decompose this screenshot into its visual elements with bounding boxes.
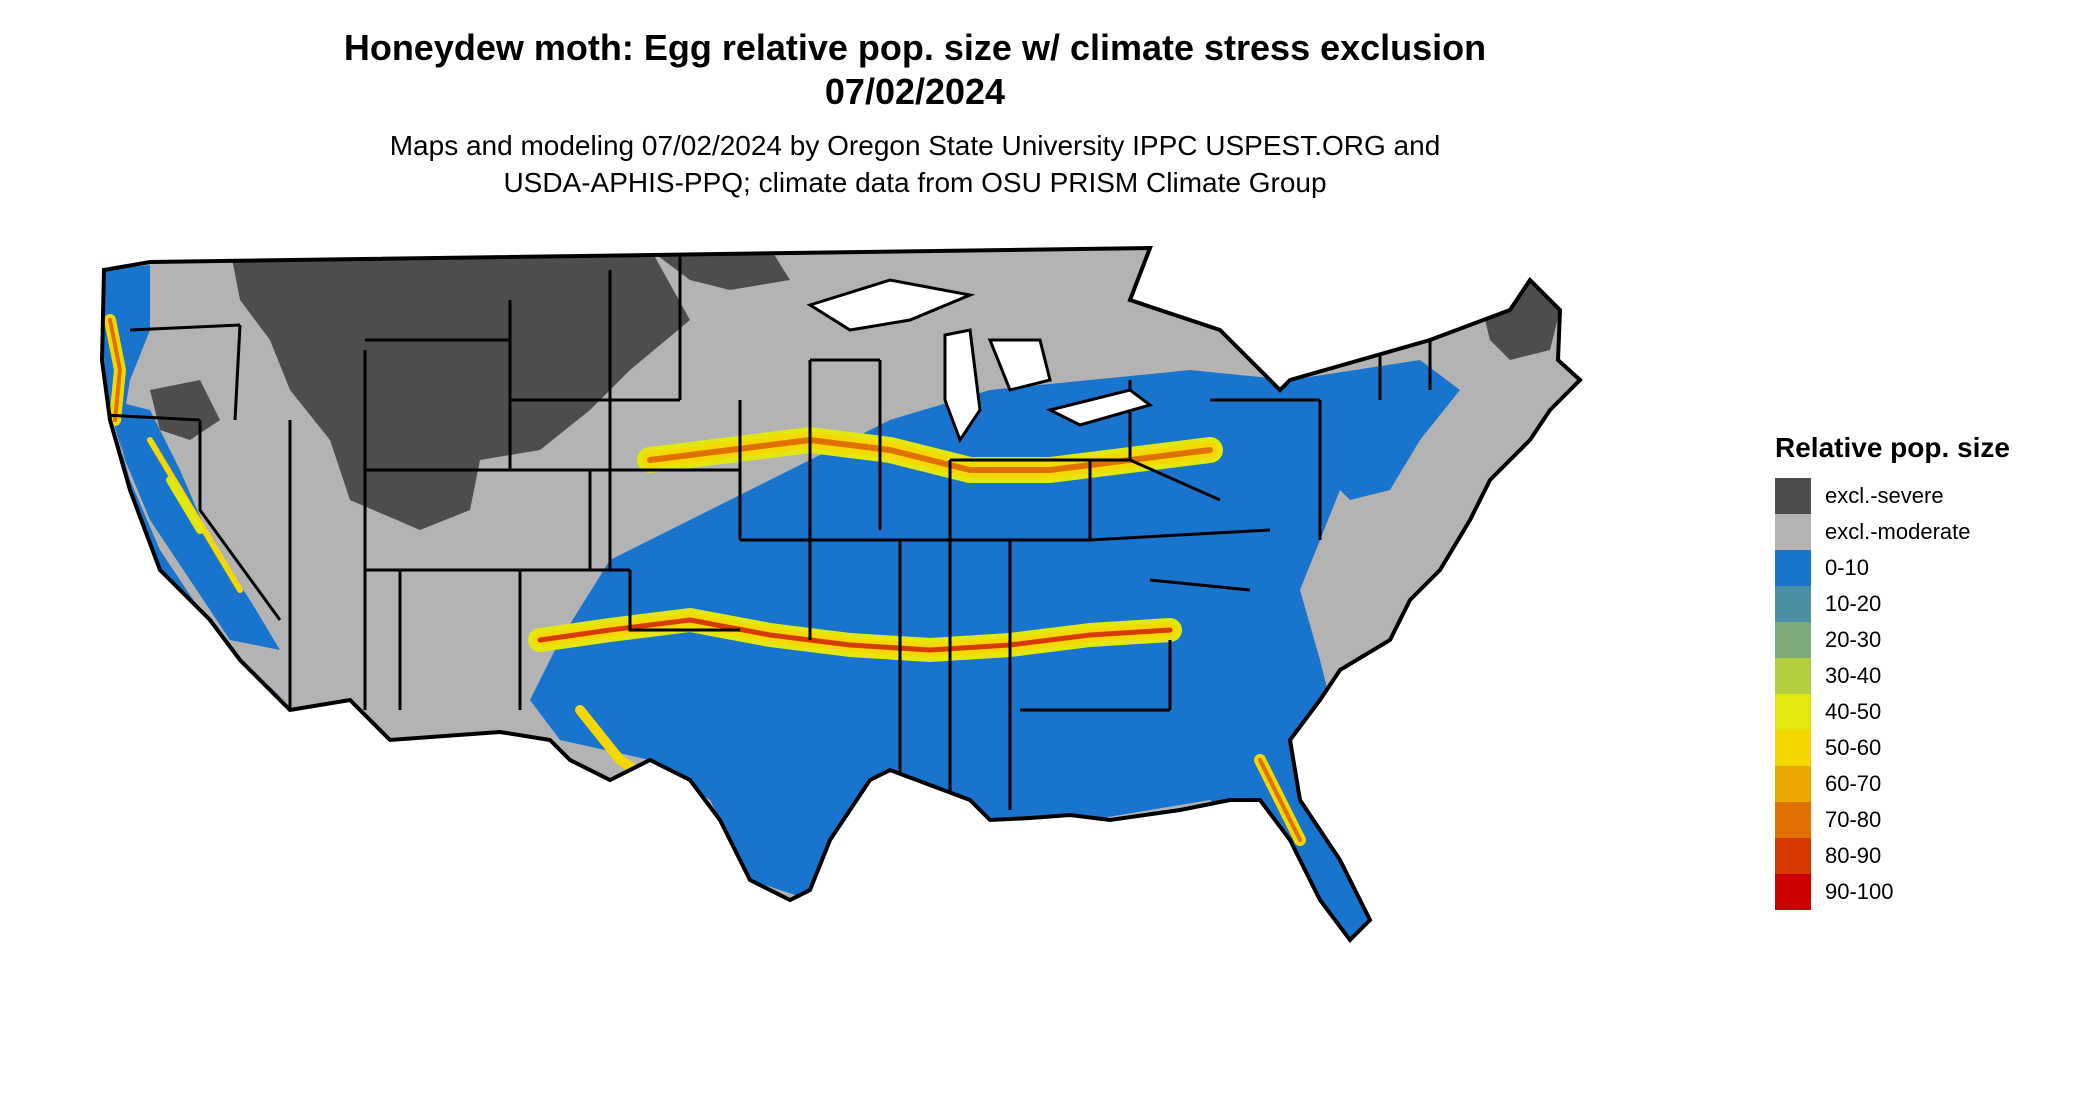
legend-swatch: [1775, 514, 1811, 550]
legend-item: 50-60: [1775, 730, 2075, 766]
map-title: Honeydew moth: Egg relative pop. size w/…: [343, 27, 1487, 68]
legend-swatch: [1775, 658, 1811, 694]
legend-swatch: [1775, 766, 1811, 802]
legend-item: 20-30: [1775, 622, 2075, 658]
legend-item: 30-40: [1775, 658, 2075, 694]
map-date: 07/02/2024: [824, 71, 1006, 112]
legend-label: 10-20: [1825, 591, 1882, 616]
legend-swatch: [1775, 802, 1811, 838]
legend-item: 70-80: [1775, 802, 2075, 838]
legend-swatch: [1775, 730, 1811, 766]
legend-item: 40-50: [1775, 694, 2075, 730]
legend-swatch: [1775, 838, 1811, 874]
legend-swatch: [1775, 478, 1811, 514]
legend-label: 30-40: [1825, 663, 1882, 688]
legend-item: excl.-moderate: [1775, 514, 2075, 550]
legend-swatch: [1775, 694, 1811, 730]
legend-items: excl.-severe excl.-moderate 0-10 10-20 20-30…: [1775, 478, 2075, 910]
legend-item: 90-100: [1775, 874, 2075, 910]
legend-label: 80-90: [1825, 843, 1882, 868]
subtitle-line-2: USDA-APHIS-PPQ; climate data from OSU PR…: [503, 167, 1327, 198]
legend-item: excl.-severe: [1775, 478, 2075, 514]
legend-label: 50-60: [1825, 735, 1882, 760]
legend-swatch: [1775, 874, 1811, 910]
legend-label: 20-30: [1825, 627, 1882, 652]
legend-item: 0-10: [1775, 550, 2075, 586]
legend-swatch: [1775, 622, 1811, 658]
legend-swatch: [1775, 550, 1811, 586]
legend: Relative pop. size excl.-severe excl.-mod…: [1775, 430, 2075, 910]
us-map: [100, 246, 1582, 942]
legend-label: 60-70: [1825, 771, 1882, 796]
subtitle-line-1: Maps and modeling 07/02/2024 by Oregon S…: [389, 130, 1441, 161]
legend-label: 90-100: [1825, 879, 1894, 904]
legend-item: 60-70: [1775, 766, 2075, 802]
legend-label: 40-50: [1825, 699, 1882, 724]
legend-label: 70-80: [1825, 807, 1882, 832]
legend-swatch: [1775, 586, 1811, 622]
legend-item: 10-20: [1775, 586, 2075, 622]
legend-label: excl.-severe: [1825, 483, 1944, 508]
legend-title: Relative pop. size: [1775, 432, 2010, 463]
legend-item: 80-90: [1775, 838, 2075, 874]
legend-label: excl.-moderate: [1825, 519, 1971, 544]
legend-label: 0-10: [1825, 555, 1870, 580]
